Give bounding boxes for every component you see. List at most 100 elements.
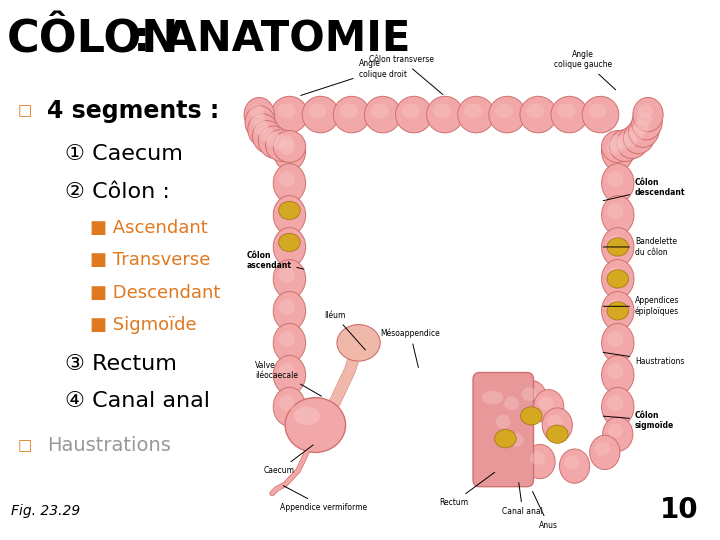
Ellipse shape bbox=[364, 96, 401, 133]
Ellipse shape bbox=[279, 363, 295, 379]
Ellipse shape bbox=[294, 407, 320, 425]
Ellipse shape bbox=[607, 270, 629, 288]
Text: Bandelette
du côlon: Bandelette du côlon bbox=[603, 237, 677, 256]
Ellipse shape bbox=[588, 104, 607, 118]
Ellipse shape bbox=[637, 112, 652, 126]
Ellipse shape bbox=[630, 126, 644, 141]
Ellipse shape bbox=[274, 131, 305, 163]
Ellipse shape bbox=[482, 391, 503, 404]
Ellipse shape bbox=[607, 171, 624, 187]
Ellipse shape bbox=[302, 96, 339, 133]
Ellipse shape bbox=[258, 126, 273, 141]
Text: □: □ bbox=[18, 438, 32, 453]
Ellipse shape bbox=[274, 195, 305, 234]
Ellipse shape bbox=[521, 407, 542, 425]
Text: □: □ bbox=[18, 103, 32, 118]
Ellipse shape bbox=[564, 456, 580, 470]
Ellipse shape bbox=[601, 164, 634, 202]
Text: Canal anal: Canal anal bbox=[503, 483, 543, 516]
Ellipse shape bbox=[458, 96, 495, 133]
Ellipse shape bbox=[607, 139, 624, 155]
Ellipse shape bbox=[607, 204, 624, 219]
Ellipse shape bbox=[279, 201, 300, 220]
Ellipse shape bbox=[601, 132, 634, 171]
Ellipse shape bbox=[582, 96, 618, 133]
Ellipse shape bbox=[638, 104, 653, 118]
Text: ② Côlon :: ② Côlon : bbox=[65, 181, 170, 202]
Ellipse shape bbox=[279, 235, 295, 251]
Ellipse shape bbox=[489, 96, 526, 133]
Ellipse shape bbox=[601, 292, 634, 330]
Ellipse shape bbox=[633, 97, 663, 132]
Ellipse shape bbox=[607, 235, 624, 251]
Text: ① Caecum: ① Caecum bbox=[65, 144, 183, 164]
Ellipse shape bbox=[253, 120, 284, 154]
Ellipse shape bbox=[607, 299, 624, 315]
Ellipse shape bbox=[595, 442, 610, 456]
Ellipse shape bbox=[433, 104, 451, 118]
Ellipse shape bbox=[273, 134, 286, 150]
Text: ■ Sigmoïde: ■ Sigmoïde bbox=[90, 316, 197, 334]
Ellipse shape bbox=[258, 126, 290, 159]
Ellipse shape bbox=[634, 120, 649, 134]
Ellipse shape bbox=[601, 387, 634, 426]
Ellipse shape bbox=[402, 104, 420, 118]
Ellipse shape bbox=[629, 114, 660, 147]
Text: Haustrations: Haustrations bbox=[47, 436, 171, 455]
Text: ③ Rectum: ③ Rectum bbox=[65, 354, 176, 375]
Ellipse shape bbox=[601, 355, 634, 394]
Text: ④ Canal anal: ④ Canal anal bbox=[65, 390, 210, 411]
Ellipse shape bbox=[274, 227, 305, 266]
Ellipse shape bbox=[333, 96, 370, 133]
Ellipse shape bbox=[279, 395, 295, 410]
Ellipse shape bbox=[279, 139, 295, 155]
Ellipse shape bbox=[616, 134, 630, 150]
Ellipse shape bbox=[607, 331, 624, 347]
Ellipse shape bbox=[520, 96, 557, 133]
Ellipse shape bbox=[464, 104, 482, 118]
Ellipse shape bbox=[244, 97, 274, 132]
Text: Angle
colique droit: Angle colique droit bbox=[301, 59, 407, 96]
Ellipse shape bbox=[551, 96, 588, 133]
Ellipse shape bbox=[274, 355, 305, 394]
Ellipse shape bbox=[274, 164, 305, 202]
Text: Côlon
ascendant: Côlon ascendant bbox=[246, 251, 304, 271]
Ellipse shape bbox=[617, 126, 649, 159]
Text: 4 segments :: 4 segments : bbox=[47, 99, 219, 123]
Ellipse shape bbox=[624, 131, 637, 146]
Ellipse shape bbox=[253, 120, 268, 134]
Text: 10: 10 bbox=[660, 496, 698, 524]
Ellipse shape bbox=[608, 424, 623, 437]
Text: Haustrations: Haustrations bbox=[603, 353, 685, 366]
Ellipse shape bbox=[279, 331, 295, 347]
Ellipse shape bbox=[251, 112, 265, 126]
Ellipse shape bbox=[495, 430, 516, 448]
Ellipse shape bbox=[371, 104, 389, 118]
Ellipse shape bbox=[508, 433, 523, 447]
FancyBboxPatch shape bbox=[473, 373, 534, 487]
Text: Côlon
descendant: Côlon descendant bbox=[603, 178, 685, 201]
Ellipse shape bbox=[547, 415, 562, 428]
Ellipse shape bbox=[281, 135, 294, 151]
Ellipse shape bbox=[607, 238, 629, 256]
Text: Rectum: Rectum bbox=[439, 472, 495, 507]
Ellipse shape bbox=[279, 171, 295, 187]
Ellipse shape bbox=[530, 451, 545, 465]
Ellipse shape bbox=[603, 417, 633, 451]
Ellipse shape bbox=[340, 104, 358, 118]
Ellipse shape bbox=[277, 104, 296, 118]
Ellipse shape bbox=[490, 408, 521, 442]
Text: Côlon transverse: Côlon transverse bbox=[369, 55, 443, 94]
Text: Iléum: Iléum bbox=[324, 311, 365, 350]
Ellipse shape bbox=[601, 323, 634, 362]
Ellipse shape bbox=[274, 260, 305, 298]
Ellipse shape bbox=[609, 135, 622, 151]
Ellipse shape bbox=[601, 227, 634, 266]
Ellipse shape bbox=[546, 425, 568, 443]
Text: ■ Descendant: ■ Descendant bbox=[90, 284, 220, 302]
Ellipse shape bbox=[499, 390, 529, 424]
Ellipse shape bbox=[557, 104, 575, 118]
Text: Valve
iléocaecale: Valve iléocaecale bbox=[255, 361, 322, 396]
Ellipse shape bbox=[395, 96, 432, 133]
Text: : ANATOMIE: : ANATOMIE bbox=[119, 19, 410, 61]
